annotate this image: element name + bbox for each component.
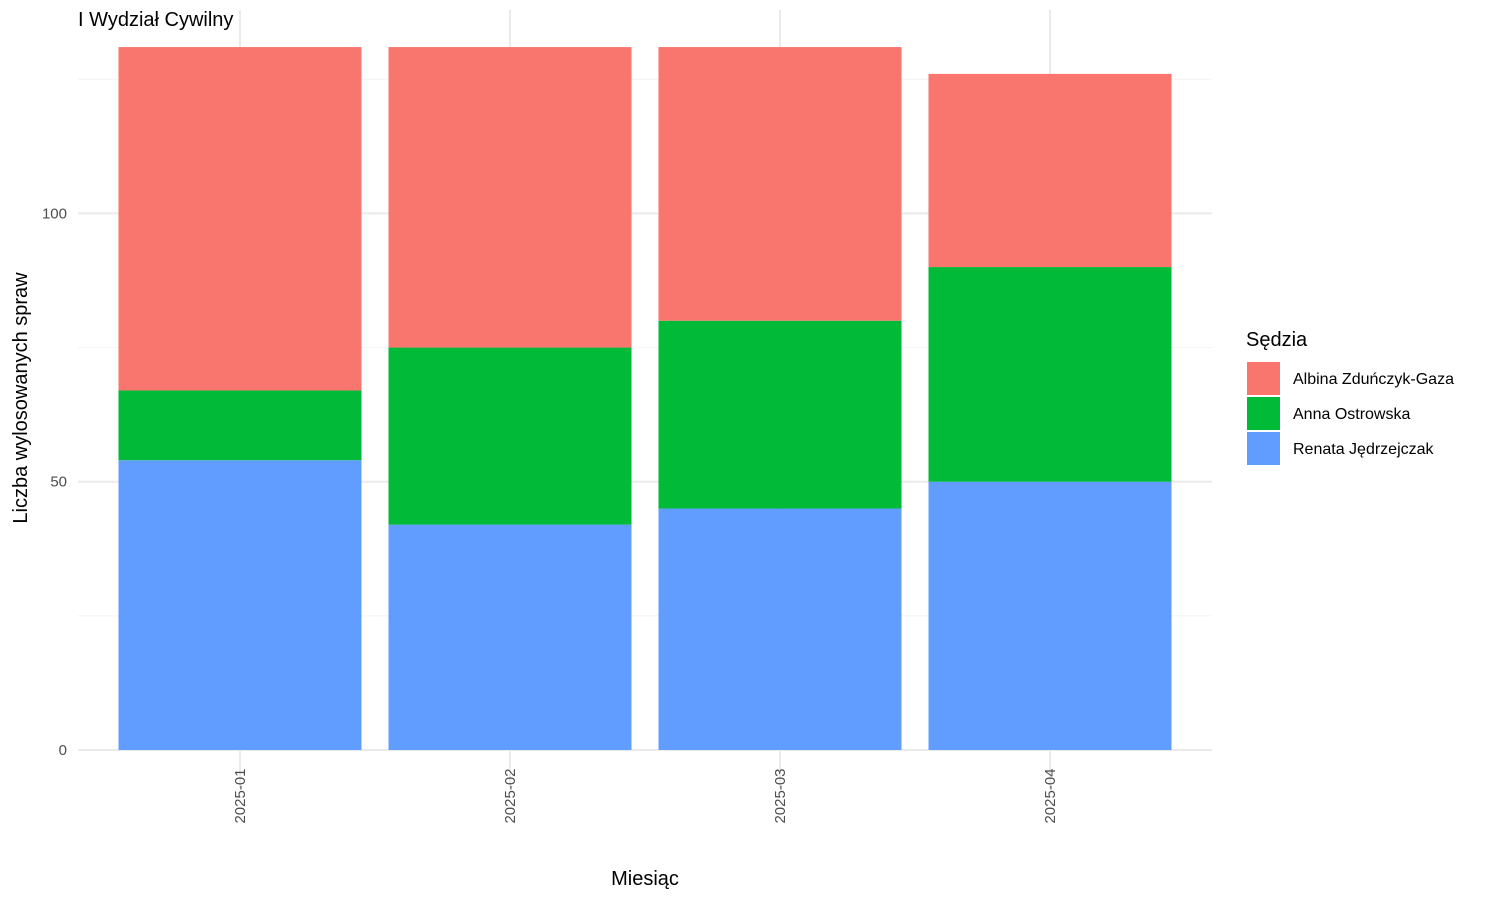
legend-label: Anna Ostrowska	[1293, 406, 1410, 423]
bar-segment-2025-02-2	[388, 47, 632, 348]
legend: Sędzia Albina Zduńczyk-Gaza Anna Ostrowsk…	[1246, 329, 1454, 465]
x-tick-label: 2025-02	[502, 768, 519, 823]
bar-segment-2025-04-1	[928, 267, 1172, 482]
y-tick-label: 100	[42, 205, 67, 222]
chart-title: I Wydział Cywilny	[78, 9, 233, 31]
bar-segment-2025-03-2	[658, 47, 902, 321]
legend-title: Sędzia	[1246, 329, 1308, 351]
bar-segment-2025-01-0	[118, 460, 362, 750]
legend-swatch	[1247, 362, 1280, 395]
bar-segment-2025-02-0	[388, 524, 632, 750]
bar-segment-2025-03-0	[658, 508, 902, 750]
bar-segment-2025-03-1	[658, 320, 902, 509]
bar-segment-2025-02-1	[388, 347, 632, 525]
x-axis-title: Miesiąc	[611, 868, 679, 890]
legend-swatch	[1247, 397, 1280, 430]
x-tick-label: 2025-01	[232, 768, 249, 823]
bar-segment-2025-01-1	[118, 390, 362, 461]
y-tick-label: 0	[59, 742, 67, 759]
y-axis-ticks: 0 50 100	[42, 205, 67, 759]
x-tick-label: 2025-04	[1042, 768, 1059, 823]
legend-swatch	[1247, 432, 1280, 465]
bar-segment-2025-01-2	[118, 47, 362, 391]
y-axis-title: Liczba wylosowanych spraw	[10, 272, 32, 524]
x-tick-label: 2025-03	[772, 768, 789, 823]
bars	[118, 47, 1172, 750]
legend-label: Albina Zduńczyk-Gaza	[1293, 371, 1454, 388]
bar-segment-2025-04-2	[928, 73, 1172, 268]
bar-segment-2025-04-0	[928, 481, 1172, 750]
x-axis-ticks: 2025-01 2025-02 2025-03 2025-04	[232, 768, 1059, 823]
legend-label: Renata Jędrzejczak	[1293, 441, 1435, 458]
y-tick-label: 50	[50, 474, 67, 491]
